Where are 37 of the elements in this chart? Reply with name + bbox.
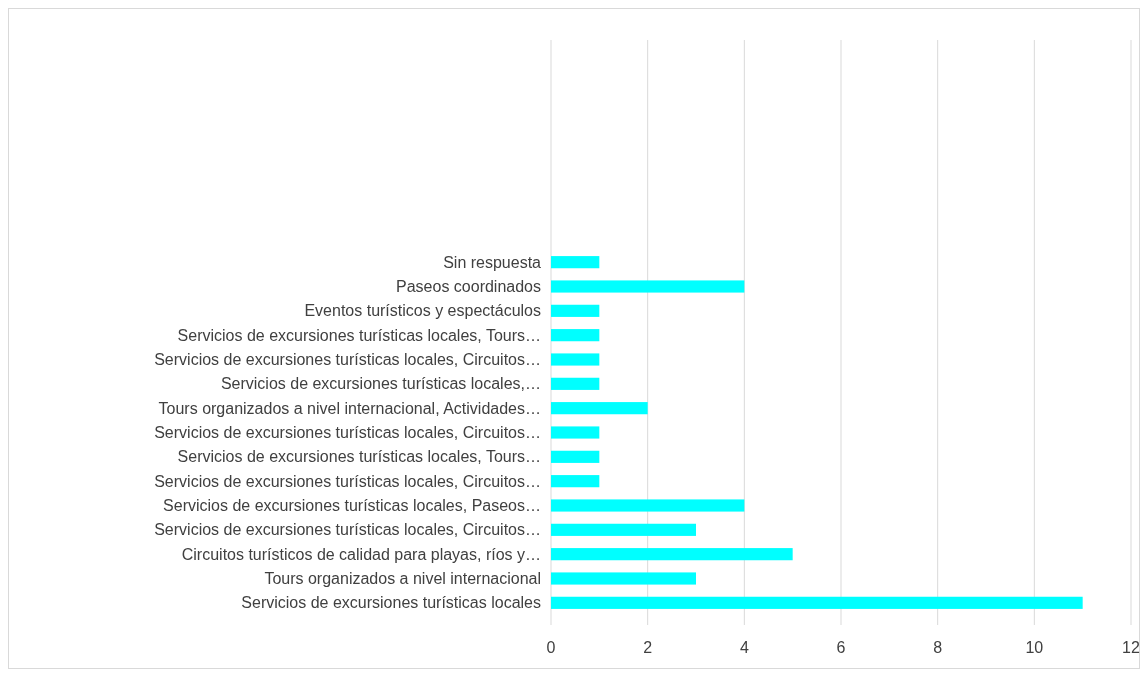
- y-tick-label: Servicios de excursiones turísticas locales, Tours…: [177, 448, 541, 466]
- bar: [551, 353, 600, 366]
- y-tick-label: Servicios de excursiones turísticas locales, Paseos…: [163, 497, 541, 515]
- y-tick-label: Eventos turísticos y espectáculos: [304, 302, 541, 320]
- y-tick-label: Paseos coordinados: [396, 278, 541, 296]
- x-tick-label: 4: [739, 638, 749, 656]
- bar: [551, 596, 1083, 609]
- bar: [551, 304, 600, 317]
- y-tick-label: Servicios de excursiones turísticas locales, Tours…: [177, 326, 541, 344]
- y-tick-label: Circuitos turísticos de calidad para playas, ríos y…: [181, 545, 541, 563]
- y-tick-label: Servicios de excursiones turísticas locales, Circuitos…: [154, 424, 541, 442]
- y-tick-label: Servicios de excursiones turísticas locales, Circuitos…: [154, 521, 541, 539]
- y-tick-label: Tours organizados a nivel internacional: [264, 570, 541, 588]
- x-tick-label: 10: [1025, 638, 1044, 656]
- x-tick-label: 12: [1122, 638, 1140, 656]
- y-tick-label: Servicios de excursiones turísticas locales, Circuitos…: [154, 351, 541, 369]
- bar: [551, 402, 648, 415]
- x-tick-label: 8: [933, 638, 943, 656]
- bar: [551, 475, 600, 488]
- bar: [551, 329, 600, 342]
- bar: [551, 377, 600, 390]
- bar: [551, 426, 600, 439]
- y-tick-label: Tours organizados a nivel internacional, Actividades…: [158, 399, 541, 417]
- y-tick-label: Servicios de excursiones turísticas locales, Circuitos…: [154, 472, 541, 490]
- y-tick-label: Servicios de excursiones turísticas locales,…: [220, 375, 541, 393]
- bar: [551, 548, 793, 561]
- y-tick-label: Servicios de excursiones turísticas locales: [241, 594, 541, 612]
- x-tick-label: 0: [546, 638, 556, 656]
- x-tick-label: 6: [836, 638, 846, 656]
- bar: [551, 256, 600, 269]
- bar: [551, 280, 745, 293]
- x-tick-label: 2: [643, 638, 653, 656]
- bar: [551, 572, 696, 585]
- bar: [551, 499, 745, 512]
- y-tick-label: Sin respuesta: [443, 253, 542, 271]
- bar: [551, 523, 696, 536]
- bar: [551, 450, 600, 463]
